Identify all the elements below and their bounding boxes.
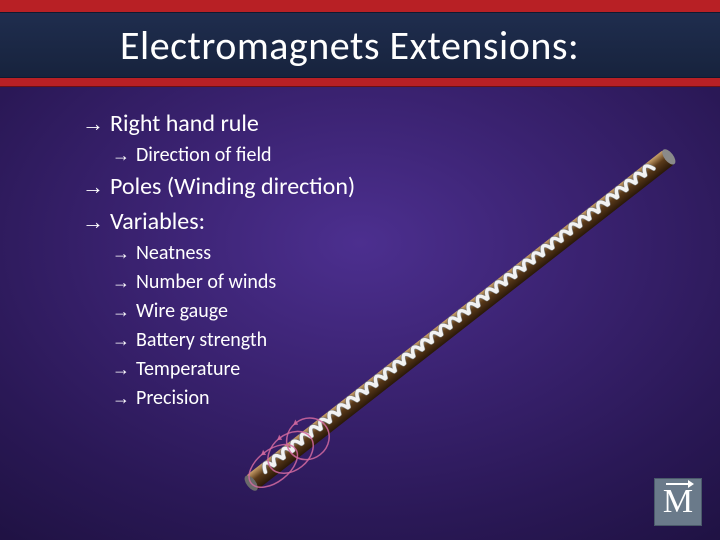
bullet-text: Neatness <box>136 241 211 265</box>
bullet-text: Poles (Winding direction) <box>110 172 355 201</box>
bullet-item: →Direction of field <box>112 142 680 169</box>
arrow-icon: → <box>82 207 104 237</box>
logo-vector-arrow <box>666 483 690 485</box>
bullet-text: Battery strength <box>136 328 267 352</box>
bullet-item: →Precision <box>112 385 680 412</box>
bullet-text: Number of winds <box>136 270 276 294</box>
arrow-icon: → <box>112 270 130 294</box>
slide-title: Electromagnets Extensions: <box>120 21 579 70</box>
logo-letter-text: M <box>663 483 693 520</box>
bullet-text: Direction of field <box>136 143 272 167</box>
bullet-text: Temperature <box>136 357 240 381</box>
arrow-icon: → <box>112 386 130 410</box>
bullet-text: Right hand rule <box>110 109 259 138</box>
bullet-text: Variables: <box>110 207 205 236</box>
bullet-item: →Temperature <box>112 356 680 383</box>
arrow-icon: → <box>112 299 130 323</box>
logo-letter: M <box>663 485 693 519</box>
bullet-text: Wire gauge <box>136 299 228 323</box>
bullet-item: →Wire gauge <box>112 298 680 325</box>
logo-badge: M <box>654 478 702 526</box>
bullet-item: →Variables: <box>82 206 680 238</box>
bullet-list: →Right hand rule→Direction of field→Pole… <box>82 108 680 414</box>
title-strip: Electromagnets Extensions: <box>0 12 720 78</box>
bullet-item: →Battery strength <box>112 327 680 354</box>
bullet-item: →Right hand rule <box>82 108 680 140</box>
bullet-item: →Number of winds <box>112 269 680 296</box>
arrow-icon: → <box>112 357 130 381</box>
arrow-icon: → <box>112 143 130 167</box>
arrow-icon: → <box>112 328 130 352</box>
arrow-icon: → <box>112 241 130 265</box>
bullet-item: →Poles (Winding direction) <box>82 171 680 203</box>
bullet-item: →Neatness <box>112 240 680 267</box>
arrow-icon: → <box>82 172 104 202</box>
arrow-icon: → <box>82 109 104 139</box>
bullet-text: Precision <box>136 386 210 410</box>
